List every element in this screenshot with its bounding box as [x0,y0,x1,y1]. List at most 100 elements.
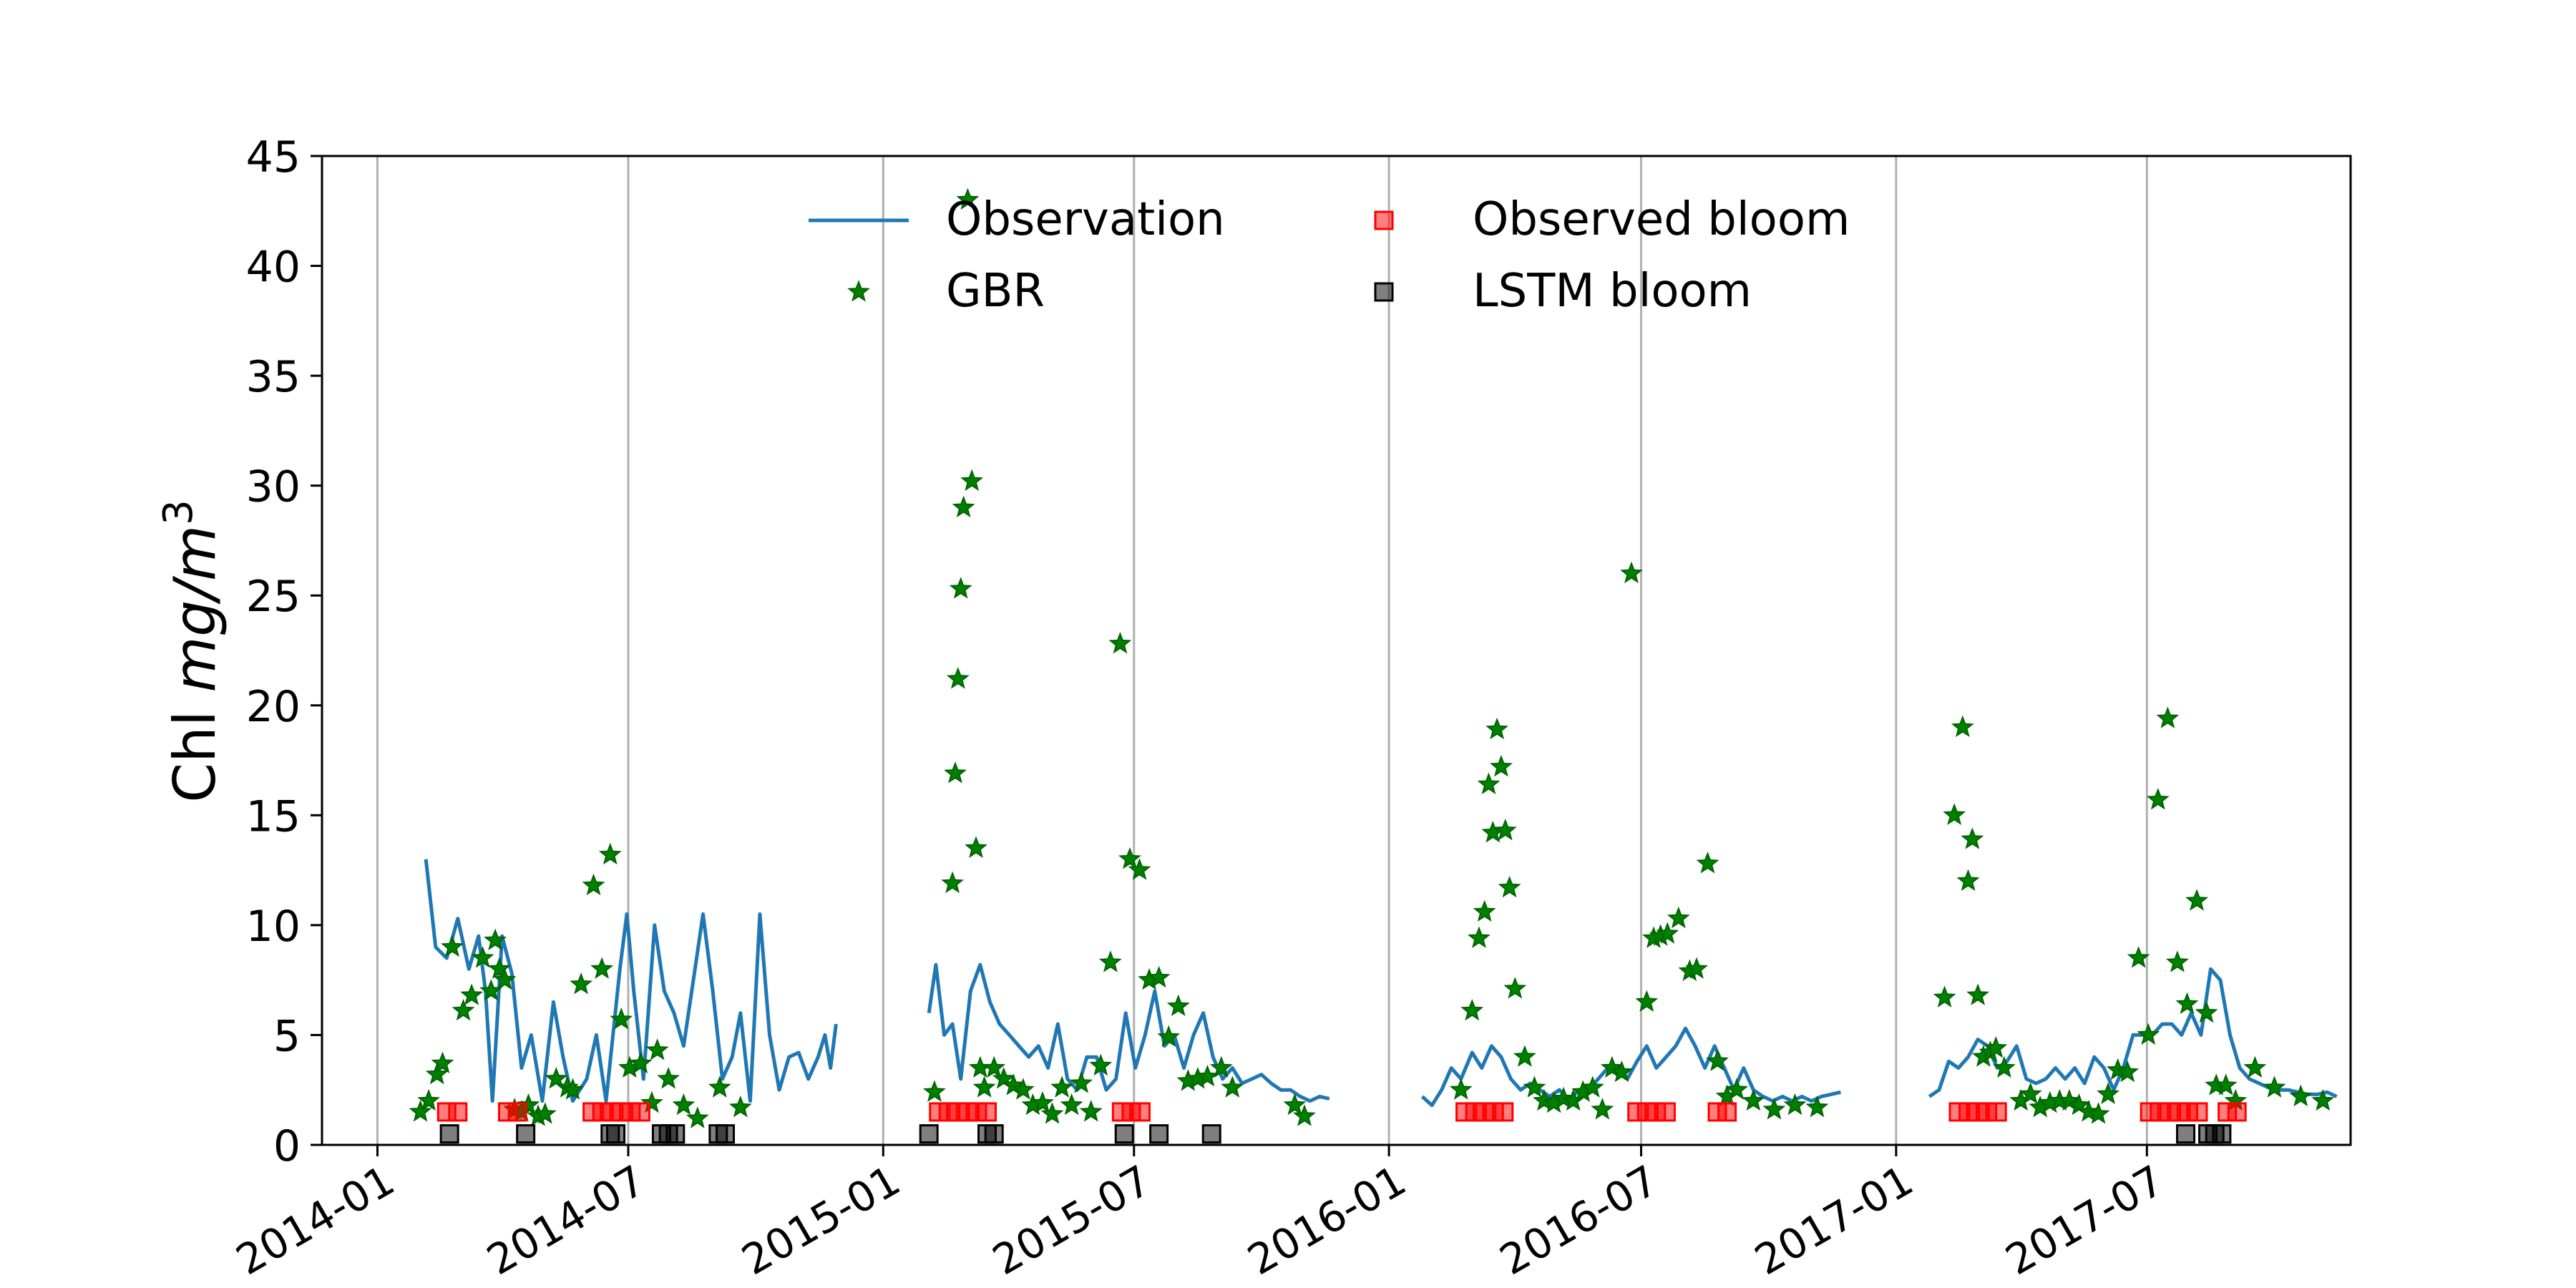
gbr-point [1292,1104,1316,1126]
gbr-point [640,1091,663,1113]
lstm-bloom-point [1201,1124,1221,1144]
gbr-point [629,1051,653,1073]
gbr-point [1591,1098,1614,1120]
gbr-point [1011,1078,1035,1100]
gbr-point [1498,875,1521,898]
gbr-point [1079,1100,1103,1122]
legend-lstm-bloom-swatch [1374,282,1394,302]
gbr-point [1460,998,1484,1021]
gbr-point [1933,985,1956,1008]
gbr-point [2116,1060,2140,1083]
gbr-point [1209,1055,1233,1078]
vertical-gridlines [376,156,2148,1145]
gbr-point [2311,1088,2335,1111]
gbr-point [452,998,475,1021]
gbr-point [2195,1000,2218,1023]
y-tick-label: 45 [246,132,301,182]
gbr-point [1992,1055,2016,1078]
gbr-point [1002,1073,1025,1096]
gbr-point [598,842,622,865]
observed-bloom-point [1131,1102,1151,1122]
observed-bloom-point [1717,1102,1737,1122]
gbr-point [1706,1049,1729,1071]
gbr-markers [409,187,2335,1128]
gbr-point [2214,1073,2238,1096]
gbr-point [1031,1091,1054,1113]
lstm-bloom-point [516,1124,536,1144]
gbr-point [460,983,484,1005]
observed-bloom-point [630,1102,650,1122]
gbr-point [1685,957,1708,979]
gbr-point [1050,1075,1074,1098]
gbr-point [493,967,517,990]
gbr-point [2263,1075,2286,1098]
observed-bloom-markers [436,1102,2247,1122]
gbr-point [2127,946,2150,968]
gbr-point [1762,1098,1786,1120]
gbr-point [570,972,593,995]
gbr-point [1108,632,1132,654]
gbr-point [425,1062,449,1085]
y-axis-label: Chl mg/m3 [155,499,228,802]
gbr-point [545,1067,568,1089]
gbr-point [1157,1025,1181,1048]
gbr-point [672,1093,696,1116]
plot-frame [321,155,2352,1146]
y-tick-label: 15 [246,791,301,841]
gbr-point [944,761,967,784]
gbr-point [1166,994,1190,1017]
gbr-point [941,871,965,894]
y-tick-label: 20 [246,682,301,732]
observed-bloom-point [507,1102,527,1122]
gbr-point [471,946,494,968]
lstm-bloom-point [2176,1124,2196,1144]
gbr-point [1283,1093,1307,1116]
y-tick-label: 5 [273,1011,301,1061]
gbr-point [922,1080,946,1102]
gbr-point [1984,1036,2008,1058]
observed-bloom-point [1656,1102,1676,1122]
gbr-point [946,667,970,689]
lstm-bloom-point [1114,1124,1134,1144]
gbr-point [561,1078,585,1100]
gbr-point [1961,827,1984,849]
gbr-point [1656,922,1679,944]
gbr-point [2165,950,2189,972]
y-axis: 0 5 10 15 20 25 30 35 40 45 [246,132,322,1171]
legend-lstm-bloom-label: LSTM bloom [1473,265,1752,318]
y-axis-unit: mg/m [162,525,228,693]
y-tick-label: 10 [246,902,301,952]
gbr-point [1513,1045,1536,1067]
y-tick-label: 35 [246,352,301,402]
observation-segment [927,962,1330,1103]
y-tick-label: 0 [273,1121,301,1171]
lstm-bloom-point [439,1124,459,1144]
gbr-point [686,1106,709,1128]
gbr-point [949,577,972,599]
y-tick-label: 30 [246,462,301,512]
legend-gbr-swatch [847,280,870,302]
gbr-point [728,1096,752,1118]
gbr-point [487,957,511,979]
gbr-point [2019,1082,2042,1104]
gbr-point [1128,858,1151,880]
legend-observation-label: Observation [946,193,1225,246]
gbr-point [590,957,614,979]
gbr-point [479,979,503,1001]
gbr-point [1742,1088,1765,1111]
gbr-point [517,1093,540,1116]
gbr-point [1667,906,1690,929]
lstm-bloom-point [2212,1124,2232,1144]
gbr-point [1070,1071,1093,1093]
gbr-point [1620,561,1643,584]
gbr-point [1635,990,1659,1012]
legend-observed-bloom-swatch [1374,210,1394,230]
gbr-point [1725,1078,1749,1100]
gbr-point [965,836,987,858]
gbr-point [1696,852,1719,874]
gbr-point [992,1067,1015,1089]
observed-bloom-point [977,1102,997,1122]
gbr-point [1805,1096,1829,1118]
lstm-bloom-point [716,1124,736,1144]
